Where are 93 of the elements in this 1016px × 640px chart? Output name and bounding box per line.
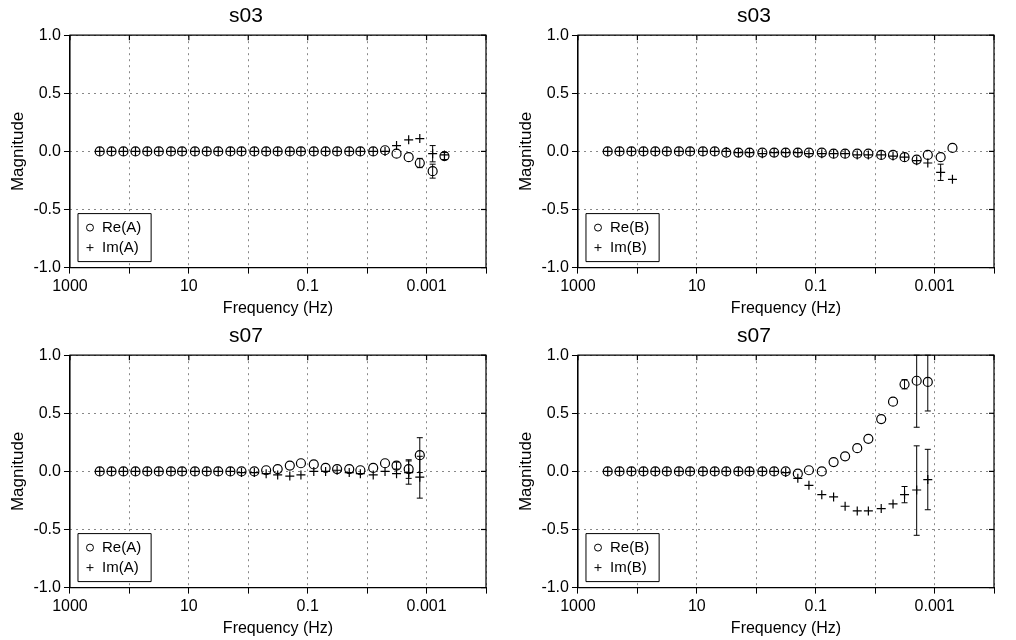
- y-tick-label: -1.0: [541, 258, 570, 276]
- y-tick-label: -0.5: [33, 519, 62, 537]
- point: [947, 142, 958, 154]
- point: [828, 457, 839, 468]
- x-tick-label: 0.1: [804, 276, 827, 294]
- point: [308, 459, 319, 470]
- legend-label: Re(A): [101, 217, 142, 235]
- legend-label: Re(B): [609, 217, 650, 235]
- point: [911, 375, 922, 386]
- y-tick-label: -1.0: [541, 578, 570, 596]
- point: [887, 396, 899, 407]
- x-tick-label: 1000: [52, 276, 88, 294]
- legend-label: Im(B): [609, 237, 647, 255]
- x-tick-label: 0.1: [296, 596, 319, 614]
- x-tick-label: 1000: [52, 596, 88, 614]
- point: [922, 376, 933, 388]
- x-tick-label: 1000: [560, 596, 596, 614]
- point: [863, 505, 874, 517]
- point: [344, 463, 355, 475]
- point: [427, 166, 438, 177]
- point: [295, 469, 307, 480]
- x-tick-label: 10: [179, 596, 198, 614]
- point: [320, 462, 331, 474]
- x-tick-label: 0.1: [804, 596, 827, 614]
- y-tick-label: 1.0: [546, 345, 570, 363]
- y-tick-label: 0.0: [546, 141, 570, 159]
- y-tick-label: 0.0: [38, 461, 62, 479]
- point: [922, 157, 933, 169]
- legend-label: Im(A): [101, 557, 139, 575]
- x-tick-label: 0.001: [406, 596, 447, 614]
- point: [803, 480, 815, 491]
- point: [792, 468, 803, 479]
- y-tick-label: 1.0: [546, 25, 570, 43]
- point: [379, 458, 391, 469]
- legend-label: Im(B): [609, 557, 647, 575]
- x-tick-label: 10: [687, 276, 706, 294]
- y-tick-label: 0.0: [38, 141, 62, 159]
- y-tick-label: -0.5: [541, 519, 570, 537]
- legend-label: Re(B): [609, 537, 650, 555]
- chart-title: s07: [737, 323, 771, 347]
- point: [368, 469, 379, 480]
- x-tick-label: 10: [179, 276, 198, 294]
- point: [935, 152, 946, 163]
- point: [368, 462, 379, 474]
- point: [284, 470, 295, 482]
- point: [414, 450, 425, 461]
- chart-title: s03: [737, 3, 771, 27]
- y-axis-title: Magnitude: [515, 111, 535, 192]
- point: [816, 466, 827, 477]
- x-tick-label: 10: [687, 596, 706, 614]
- x-tick-label: 0.001: [914, 276, 955, 294]
- y-tick-label: 0.5: [546, 83, 570, 101]
- y-tick-label: 0.0: [546, 461, 570, 479]
- chart-title: s03: [229, 3, 263, 27]
- point: [803, 465, 815, 476]
- y-axis-title: Magnitude: [7, 431, 27, 512]
- x-tick-label: 0.001: [914, 596, 955, 614]
- point: [272, 463, 283, 475]
- y-tick-label: -1.0: [33, 578, 62, 596]
- y-tick-label: 0.5: [38, 403, 62, 421]
- y-tick-label: -1.0: [33, 258, 62, 276]
- point: [828, 491, 839, 503]
- x-axis-title: Frequency (Hz): [730, 618, 842, 636]
- point: [403, 152, 414, 163]
- chart-title: s07: [229, 323, 263, 347]
- point: [922, 149, 933, 160]
- point: [295, 458, 307, 469]
- y-tick-label: 1.0: [38, 345, 62, 363]
- point: [863, 433, 874, 444]
- point: [852, 443, 863, 454]
- point: [840, 501, 851, 512]
- point: [403, 463, 414, 475]
- x-tick-label: 0.001: [406, 276, 447, 294]
- y-axis-title: Magnitude: [515, 431, 535, 512]
- x-tick-label: 0.1: [296, 276, 319, 294]
- y-axis-title: Magnitude: [7, 111, 27, 192]
- point: [284, 460, 295, 471]
- point: [876, 414, 887, 425]
- y-tick-label: -0.5: [541, 199, 570, 217]
- legend-label: Im(A): [101, 237, 139, 255]
- point: [887, 498, 899, 510]
- x-axis-title: Frequency (Hz): [222, 298, 334, 316]
- y-tick-label: 0.5: [38, 83, 62, 101]
- y-tick-label: -0.5: [33, 199, 62, 217]
- y-tick-label: 0.5: [546, 403, 570, 421]
- y-tick-label: 1.0: [38, 25, 62, 43]
- x-axis-title: Frequency (Hz): [222, 618, 334, 636]
- legend-label: Re(A): [101, 537, 142, 555]
- x-axis-title: Frequency (Hz): [730, 298, 842, 316]
- x-tick-label: 1000: [560, 276, 596, 294]
- point: [391, 148, 402, 159]
- point: [840, 451, 851, 462]
- point: [852, 505, 863, 517]
